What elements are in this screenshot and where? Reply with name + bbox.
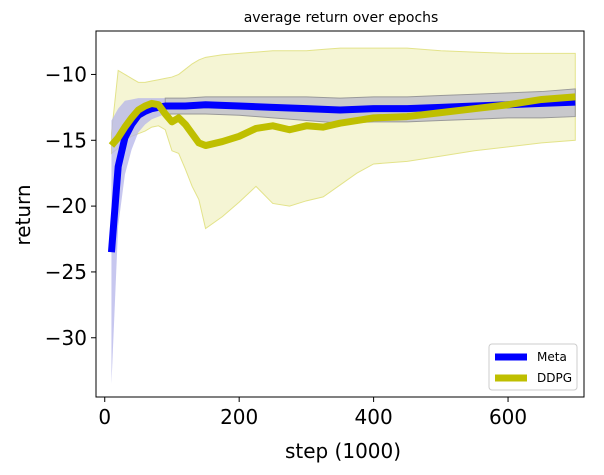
y-tick-label: −20 bbox=[45, 194, 87, 218]
x-tick-label: 400 bbox=[355, 405, 393, 429]
y-tick-label: −15 bbox=[45, 128, 87, 152]
ddpg-line bbox=[108, 93, 576, 150]
legend: Meta DDPG bbox=[488, 343, 578, 391]
confidence-bands bbox=[110, 47, 576, 384]
x-tick-label: 600 bbox=[489, 405, 527, 429]
series-lines bbox=[107, 93, 576, 253]
x-axis-ticks: 0 200 400 600 bbox=[98, 397, 527, 429]
ddpg-band bbox=[110, 47, 576, 230]
y-tick-label: −10 bbox=[45, 62, 87, 86]
x-tick-label: 200 bbox=[220, 405, 258, 429]
y-tick-label: −25 bbox=[45, 260, 87, 284]
chart-title: average return over epochs bbox=[244, 10, 439, 26]
legend-label-ddpg: DDPG bbox=[537, 371, 572, 385]
y-axis-ticks: −30 −25 −20 −15 −10 bbox=[45, 62, 96, 350]
plot-frame bbox=[95, 30, 585, 398]
y-axis-label: return bbox=[11, 184, 35, 245]
x-axis-label: step (1000) bbox=[285, 439, 401, 463]
x-tick-label: 0 bbox=[98, 405, 111, 429]
meta-line bbox=[107, 98, 576, 253]
y-tick-label: −30 bbox=[45, 326, 87, 350]
legend-label-meta: Meta bbox=[537, 350, 567, 364]
